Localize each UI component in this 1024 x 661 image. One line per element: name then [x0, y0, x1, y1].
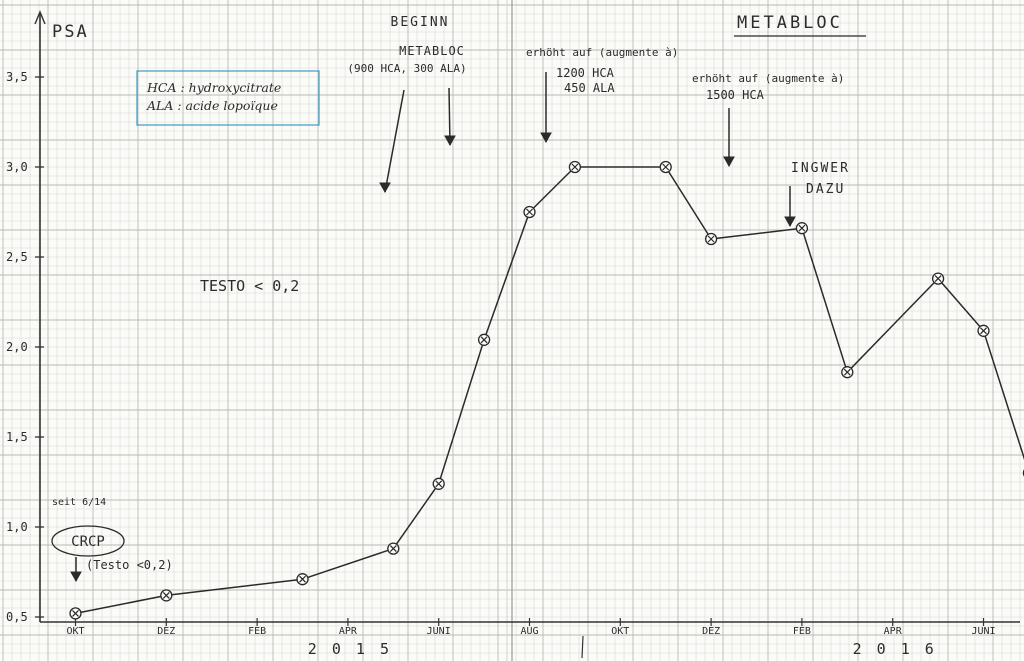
- ingwer-arrow-head: [784, 216, 796, 228]
- legend-box: [136, 70, 320, 126]
- y-tick-label: 1,0: [6, 520, 28, 534]
- legend-line: ALA : acide lopoïque: [146, 98, 278, 113]
- x-tick-label: JUNI: [971, 626, 995, 637]
- y-tick-label: 2,5: [6, 250, 28, 264]
- data-point: [704, 232, 718, 246]
- data-point: [296, 573, 309, 586]
- crcp-oval: [51, 525, 125, 557]
- annotation-beginn-metabloc: METABLOC: [399, 44, 465, 58]
- annotation-crcp: CRCP: [71, 534, 105, 550]
- y-tick-label: 1,5: [6, 430, 28, 444]
- annotation-metabloc: METABLOC: [737, 13, 843, 33]
- data-point: [432, 477, 445, 490]
- y-tick-label: 2,0: [6, 340, 28, 354]
- year-divider: [581, 635, 584, 659]
- point-cross: [526, 208, 533, 216]
- psa-series: [69, 160, 1024, 620]
- x-tick-label: FEB: [248, 626, 266, 637]
- annotation-testo: TESTO < 0,2: [200, 277, 299, 295]
- x-tick-label: OKT: [611, 626, 629, 637]
- annotation-beginn: BEGINN: [391, 15, 450, 30]
- y-tick-label: 0,5: [6, 610, 28, 624]
- annotation-crcp-testo: (Testo <0,2): [86, 558, 173, 572]
- data-point: [977, 324, 990, 337]
- beginn-arrow-2-head: [444, 135, 456, 147]
- data-point: [568, 160, 582, 174]
- point-cross: [480, 336, 488, 344]
- annotation-seit: seit 6/14: [52, 497, 106, 508]
- data-point: [477, 333, 491, 346]
- x-tick-label: APR: [884, 626, 903, 637]
- data-point: [69, 607, 82, 620]
- erhoeht1-arrow-head: [540, 132, 552, 144]
- data-point: [841, 366, 854, 379]
- y-axis-arrowhead: [34, 10, 46, 25]
- annotation-erhoeht1-ala: 450 ALA: [564, 81, 615, 95]
- annotation-ingwer: INGWER: [791, 161, 850, 176]
- x-tick-label: FEB: [793, 626, 811, 637]
- point-cross: [707, 235, 715, 243]
- legend-line: HCA : hydroxycitrate: [146, 80, 281, 95]
- point-cross: [843, 368, 851, 376]
- point-cross: [72, 609, 79, 617]
- x-tick-label: AUG: [520, 626, 538, 637]
- data-point: [160, 589, 173, 602]
- x-tick-label: APR: [339, 626, 358, 637]
- crcp-arrow-head: [70, 571, 82, 583]
- x-tick-label: DEZ: [157, 626, 175, 637]
- y-tick-label: 3,5: [6, 70, 28, 84]
- data-point: [523, 205, 536, 219]
- point-cross: [980, 327, 987, 335]
- point-cross: [798, 224, 806, 232]
- y-axis-label: PSA: [52, 22, 89, 42]
- annotation-beginn-dose: (900 HCA, 300 ALA): [347, 62, 466, 75]
- point-cross: [162, 591, 170, 599]
- point-cross: [389, 545, 397, 553]
- x-tick-label: DEZ: [702, 626, 720, 637]
- y-tick-label: 3,0: [6, 160, 28, 174]
- point-cross: [934, 275, 942, 283]
- annotation-erhoeht1: erhöht auf (augmente à): [526, 46, 678, 59]
- x-tick-label: OKT: [66, 626, 84, 637]
- point-cross: [571, 163, 579, 171]
- annotation-erhoeht2-hca: 1500 HCA: [706, 88, 765, 102]
- axes: PSA 0,5 1,0 1,5 2,0 2,5 3,0 3,5 OKT DEZ FEB APR JUNI…: [6, 10, 1020, 659]
- erhoeht2-arrow-head: [723, 156, 735, 168]
- data-point: [659, 160, 672, 174]
- year-label: 2 0 1 5: [308, 640, 392, 658]
- data-point: [387, 542, 400, 555]
- data-point: [795, 222, 809, 235]
- x-tick-label: JUNI: [427, 626, 451, 637]
- data-point: [931, 272, 945, 285]
- point-cross: [299, 575, 306, 583]
- beginn-arrow: [384, 89, 405, 193]
- annotation-ingwer-dazu: DAZU: [806, 182, 845, 197]
- point-cross: [662, 163, 670, 171]
- annotation-erhoeht1-hca: 1200 HCA: [556, 66, 615, 80]
- point-cross: [435, 480, 443, 488]
- beginn-arrow-head: [379, 182, 391, 194]
- annotations: seit 6/14 CRCP (Testo <0,2) TESTO < 0,2 BEGI…: [51, 13, 866, 583]
- annotation-erhoeht2: erhöht auf (augmente à): [692, 72, 844, 85]
- abbreviation-legend: HCA : hydroxycitrate ALA : acide lopoïque: [136, 70, 320, 126]
- year-label: 2 0 1 6: [853, 640, 937, 658]
